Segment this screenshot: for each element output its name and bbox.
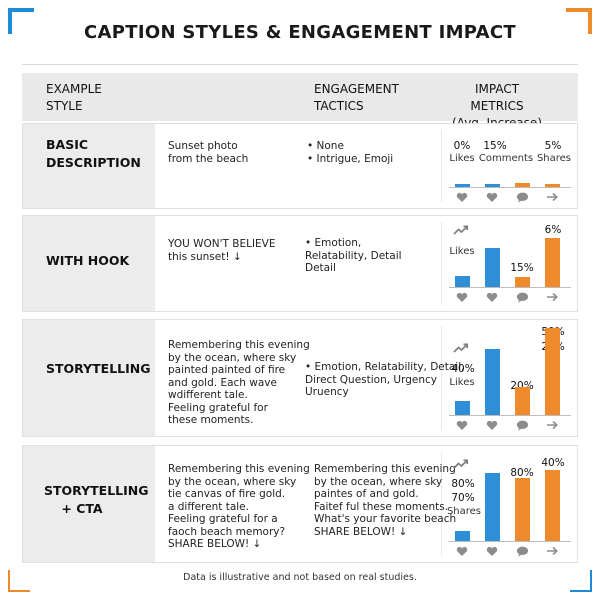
page-title: CAPTION STYLES & ENGAGEMENT IMPACT: [84, 22, 516, 43]
engagement-tactics: Remembering this evening by the ocean, w…: [314, 463, 457, 538]
row-label-storytelling: STORYTELLING: [46, 360, 151, 378]
share-icon: [545, 419, 559, 431]
chart-baseline: [449, 187, 571, 188]
share-icon: [545, 191, 559, 203]
metric-bar-4: [545, 470, 560, 541]
row-label-cell: [23, 124, 155, 208]
metric-bar-2: [485, 349, 500, 415]
metric-bar-1: [455, 276, 470, 287]
caption-example: YOU WON'T BELIEVE this sunset! ↓: [168, 238, 276, 263]
share-icon: [545, 291, 559, 303]
row-label-cell: [23, 320, 155, 436]
metric-bar-2: [485, 473, 500, 541]
caption-example: Sunset photo from the beach: [168, 140, 249, 165]
trend-icon: [452, 342, 470, 354]
metric-bar-2: [485, 184, 500, 187]
heart-icon: [485, 291, 499, 303]
row-label-with-hook: WITH HOOK: [46, 252, 129, 270]
trend-icon: [452, 224, 470, 236]
trend-icon: [452, 458, 470, 470]
row-label-line2: DESCRIPTION: [46, 155, 141, 170]
metric-bar-4: [545, 238, 560, 287]
row-label-basic-description: BASIC DESCRIPTION: [46, 136, 141, 172]
metric-likes-label: Likes: [449, 153, 475, 164]
engagement-tactics: • Emotion, Relatability, Detail Detail: [305, 237, 402, 274]
row-label-line1: WITH HOOK: [46, 253, 130, 268]
metric-likes-value: 40%: [451, 363, 475, 375]
table-row-with-hook: [22, 215, 578, 312]
title-divider: [22, 64, 578, 65]
header-col1-line1: EXAMPLE: [46, 82, 102, 96]
metric-comments-label: Comments: [478, 153, 534, 164]
corner-accent-bottom-left: [8, 570, 30, 592]
row-label-line2: + CTA: [61, 501, 103, 516]
share-icon: [545, 545, 559, 557]
metric-comments-value: 15%: [510, 262, 534, 274]
caption-example: Remembering this evening by the ocean, w…: [168, 463, 310, 550]
header-col1-line2: STYLE: [46, 99, 83, 113]
row-label-line1: STORYTELLING: [44, 483, 149, 498]
chart-baseline: [449, 541, 571, 542]
corner-accent-bottom-right: [570, 570, 592, 592]
metric-bar-1: [455, 531, 470, 541]
row-label-line1: BASIC: [46, 137, 89, 152]
metric-bar-3: [515, 478, 530, 541]
comment-icon: [515, 419, 529, 431]
metric-bar-2: [485, 248, 500, 287]
engagement-tactics: • Emotion, Relatability, Detail, Direct …: [305, 361, 465, 398]
metric-shares-value: 6%: [544, 224, 562, 236]
corner-accent-top-right: [566, 8, 592, 34]
heart-icon: [455, 191, 469, 203]
metric-bar-1: [455, 401, 470, 415]
metric-shares-value: 5%: [544, 140, 562, 152]
metric-bar-3: [515, 183, 530, 187]
metric-likes-value: 80%: [451, 478, 475, 490]
chart-baseline: [449, 287, 571, 288]
table-header: [22, 73, 578, 121]
metric-likes-label: Likes: [449, 377, 475, 388]
footnote: Data is illustrative and not based on re…: [183, 572, 417, 583]
heart-icon: [455, 291, 469, 303]
comment-icon: [515, 291, 529, 303]
column-divider: [441, 452, 442, 556]
metric-likes-label: Likes: [449, 246, 475, 257]
row-label-storytelling-cta: STORYTELLING + CTA: [44, 482, 149, 518]
column-divider: [441, 326, 442, 430]
metric-comments-cta-value: 80%: [510, 467, 534, 479]
metric-bar-1: [455, 184, 470, 187]
metric-bar-4: [545, 184, 560, 187]
metric-shares-value: 40%: [541, 457, 565, 469]
column-divider: [441, 222, 442, 305]
engagement-tactics: • None • Intrigue, Emoji: [307, 140, 394, 165]
table-row-basic-description: [22, 123, 578, 209]
heart-icon: [485, 191, 499, 203]
header-col3-line1: IMPACT METRICS: [470, 82, 524, 113]
corner-accent-top-left: [8, 8, 34, 34]
metric-comments-value: 70%: [451, 492, 475, 504]
caption-example: Remembering this evening by the ocean, w…: [168, 339, 310, 426]
heart-icon: [485, 545, 499, 557]
metric-comments-value: 15%: [483, 140, 507, 152]
metric-likes-value: 0%: [453, 140, 471, 152]
header-col2-line2: TACTICS: [314, 99, 364, 113]
header-col2-line1: ENGAGEMENT: [314, 82, 399, 96]
row-label-cell: [23, 446, 155, 562]
row-label-cell: [23, 216, 155, 311]
heart-icon: [485, 419, 499, 431]
header-example-style: EXAMPLE STYLE: [46, 81, 102, 115]
heart-icon: [455, 419, 469, 431]
row-label-line1: STORYTELLING: [46, 361, 151, 376]
column-divider: [441, 130, 442, 202]
comment-icon: [515, 545, 529, 557]
metric-shares-label: Shares: [446, 506, 482, 517]
header-engagement-tactics: ENGAGEMENT TACTICS: [314, 81, 399, 115]
metric-bar-3: [515, 387, 530, 415]
comment-icon: [515, 191, 529, 203]
heart-icon: [455, 545, 469, 557]
chart-baseline: [449, 415, 571, 416]
metric-bar-3: [515, 277, 530, 287]
metric-shares-label: Shares: [536, 153, 572, 164]
metric-bar-4: [545, 328, 560, 415]
